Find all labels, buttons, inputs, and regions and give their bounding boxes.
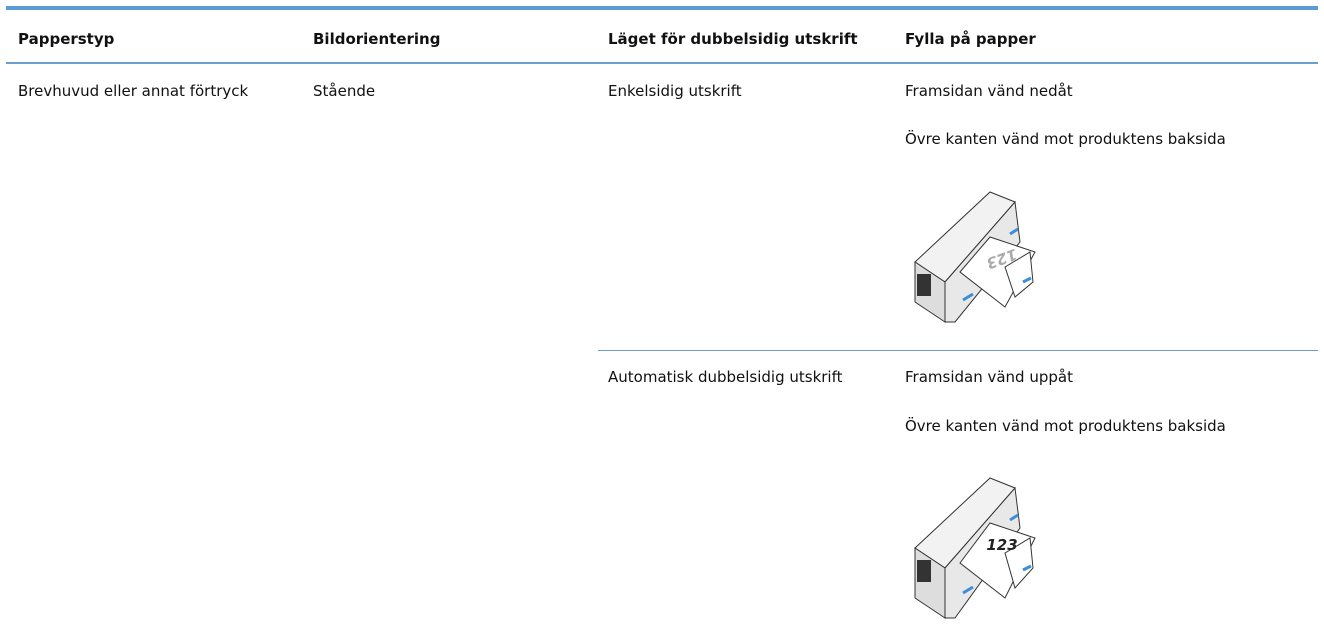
header-cell: Fylla på papper xyxy=(905,30,1036,48)
cell: Automatisk dubbelsidig utskrift xyxy=(608,368,843,386)
cell: Framsidan vänd nedåt xyxy=(905,82,1073,100)
figure-label: 123 xyxy=(986,536,1017,554)
cell: Brevhuvud eller annat förtryck xyxy=(18,82,249,100)
header-rule xyxy=(6,62,1318,64)
cell: Enkelsidig utskrift xyxy=(608,82,742,100)
header-cell: Bildorientering xyxy=(313,30,441,48)
row-rule xyxy=(598,350,1318,351)
printer-illustration: 123 xyxy=(914,191,1036,323)
cell: Övre kanten vänd mot produktens baksida xyxy=(905,417,1226,435)
cell: Stående xyxy=(313,82,376,100)
header-cell: Läget för dubbelsidig utskrift xyxy=(608,30,858,48)
cell: Övre kanten vänd mot produktens baksida xyxy=(905,130,1226,148)
header-cell: Papperstyp xyxy=(18,30,115,48)
printer-illustration: 123 xyxy=(914,477,1036,619)
cell: Framsidan vänd uppåt xyxy=(905,368,1073,386)
top-rule xyxy=(6,6,1318,10)
